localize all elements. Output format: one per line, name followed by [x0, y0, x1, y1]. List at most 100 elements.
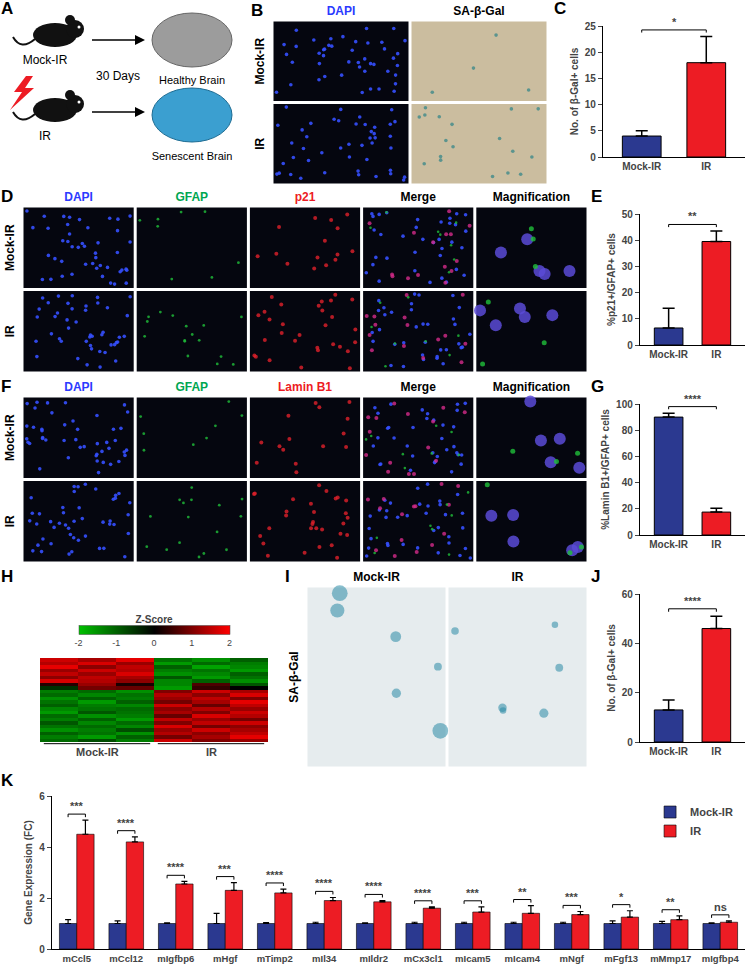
svg-text:IR: IR [206, 746, 217, 758]
svg-text:IR: IR [39, 129, 51, 143]
svg-text:*: * [619, 891, 624, 903]
svg-text:Mock-IR: Mock-IR [649, 746, 689, 757]
svg-text:2: 2 [227, 638, 232, 648]
svg-text:0: 0 [39, 944, 45, 955]
svg-text:p21: p21 [295, 190, 316, 204]
svg-text:mIl34: mIl34 [312, 953, 337, 964]
svg-text:Mock-IR: Mock-IR [3, 414, 17, 461]
svg-text:40: 40 [622, 638, 634, 649]
svg-text:4: 4 [39, 842, 45, 853]
svg-text:20: 20 [585, 47, 597, 58]
svg-text:No. of β-Gal+ cells: No. of β-Gal+ cells [569, 47, 580, 135]
svg-text:No. of β-Gal+ cells: No. of β-Gal+ cells [606, 624, 617, 712]
svg-text:0: 0 [627, 737, 633, 748]
svg-text:IR: IR [512, 570, 524, 584]
svg-text:DAPI: DAPI [64, 190, 93, 204]
svg-text:Z-Score: Z-Score [135, 614, 173, 625]
svg-text:**: ** [518, 886, 527, 898]
svg-text:Mock-IR: Mock-IR [622, 161, 662, 172]
svg-text:25: 25 [585, 21, 597, 32]
svg-text:Mock-IR: Mock-IR [23, 53, 68, 67]
svg-text:***: *** [466, 887, 480, 899]
svg-text:30 Days: 30 Days [96, 69, 140, 83]
svg-text:IR: IR [701, 161, 712, 172]
svg-text:Mock-IR: Mock-IR [3, 224, 17, 271]
svg-text:60: 60 [622, 589, 634, 600]
svg-text:**: ** [666, 896, 675, 908]
svg-text:mIcam4: mIcam4 [505, 953, 541, 964]
svg-text:****: **** [414, 887, 432, 899]
svg-text:30: 30 [622, 261, 634, 272]
svg-text:***: *** [565, 891, 579, 903]
svg-text:****: **** [167, 861, 185, 873]
svg-text:****: **** [684, 393, 702, 405]
svg-text:40: 40 [622, 235, 634, 246]
svg-text:6: 6 [39, 791, 45, 802]
svg-text:****: **** [315, 877, 333, 889]
svg-text:20: 20 [622, 503, 634, 514]
svg-text:40: 40 [622, 477, 634, 488]
svg-text:0: 0 [627, 340, 633, 351]
svg-text:Magnification: Magnification [493, 380, 570, 394]
svg-text:50: 50 [622, 209, 634, 220]
svg-text:Mock-IR: Mock-IR [649, 349, 689, 360]
svg-text:Mock-IR: Mock-IR [76, 746, 119, 758]
svg-text:mHgf: mHgf [213, 953, 238, 964]
svg-text:%Lamin B1+/GFAP+ cells: %Lamin B1+/GFAP+ cells [600, 409, 611, 530]
svg-text:**: ** [688, 210, 697, 222]
svg-text:mIldr2: mIldr2 [359, 953, 388, 964]
svg-text:IR: IR [253, 137, 267, 149]
svg-text:0: 0 [627, 530, 633, 541]
svg-text:IR: IR [690, 825, 701, 837]
svg-text:5: 5 [590, 125, 596, 136]
svg-text:-1: -1 [112, 638, 120, 648]
svg-text:SA-β-Gal: SA-β-Gal [453, 4, 504, 18]
svg-text:10: 10 [585, 99, 597, 110]
svg-text:mIcam5: mIcam5 [455, 953, 491, 964]
svg-text:20: 20 [622, 287, 634, 298]
svg-text:Senescent Brain: Senescent Brain [152, 150, 233, 162]
svg-text:Merge: Merge [401, 380, 437, 394]
svg-text:GFAP: GFAP [175, 190, 208, 204]
svg-text:mIgfbp6: mIgfbp6 [157, 953, 194, 964]
svg-text:Lamin B1: Lamin B1 [278, 380, 332, 394]
svg-text:*: * [672, 16, 677, 28]
svg-text:***: *** [70, 800, 84, 812]
svg-text:IR: IR [711, 746, 722, 757]
svg-text:-2: -2 [74, 638, 82, 648]
svg-text:ns: ns [714, 901, 727, 913]
svg-text:Mock-IR: Mock-IR [649, 539, 689, 550]
svg-text:0: 0 [151, 638, 156, 648]
svg-text:mNgf: mNgf [560, 953, 585, 964]
svg-text:DAPI: DAPI [327, 4, 356, 18]
svg-text:Mock-IR: Mock-IR [690, 806, 733, 818]
svg-text:60: 60 [622, 451, 634, 462]
svg-text:IR: IR [3, 325, 17, 337]
svg-text:0: 0 [590, 152, 596, 163]
svg-text:****: **** [684, 595, 702, 607]
svg-text:SA-β-Gal: SA-β-Gal [287, 651, 301, 702]
svg-text:****: **** [365, 880, 383, 892]
svg-text:Gene Expression (FC): Gene Expression (FC) [23, 820, 34, 924]
svg-text:****: **** [266, 869, 284, 881]
svg-text:mIgfbp4: mIgfbp4 [702, 953, 740, 964]
svg-text:IR: IR [3, 515, 17, 527]
svg-text:%p21+/GFAP+ cells: %p21+/GFAP+ cells [606, 233, 617, 326]
svg-text:10: 10 [622, 313, 634, 324]
svg-text:100: 100 [616, 399, 633, 410]
svg-text:****: **** [117, 817, 135, 829]
svg-text:mFgf13: mFgf13 [604, 953, 638, 964]
svg-text:Mock-IR: Mock-IR [353, 570, 400, 584]
svg-text:IR: IR [711, 349, 722, 360]
svg-text:Merge: Merge [401, 190, 437, 204]
svg-text:mMmp17: mMmp17 [650, 953, 691, 964]
svg-text:mCx3cl1: mCx3cl1 [404, 953, 444, 964]
svg-text:2: 2 [39, 893, 45, 904]
svg-text:20: 20 [622, 687, 634, 698]
svg-text:15: 15 [585, 73, 597, 84]
svg-text:GFAP: GFAP [175, 380, 208, 394]
svg-text:Magnification: Magnification [493, 190, 570, 204]
svg-text:IR: IR [711, 539, 722, 550]
svg-text:mTimp2: mTimp2 [257, 953, 293, 964]
svg-text:Healthy Brain: Healthy Brain [159, 74, 225, 86]
